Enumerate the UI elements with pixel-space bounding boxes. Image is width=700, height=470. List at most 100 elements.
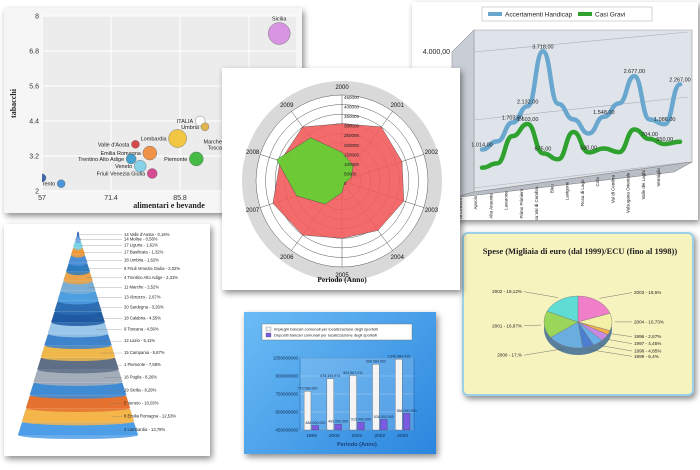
bars-bar xyxy=(380,419,388,431)
bars-legend-swatch xyxy=(265,326,272,332)
bubble-point-label: Emilia Romagna xyxy=(100,151,141,157)
pyramid-segment-base xyxy=(51,318,105,327)
bars-bar xyxy=(402,413,411,431)
pyramid-segment-base xyxy=(54,307,102,316)
pyramid-label: 14 Valle d'Aosta - 0,16% xyxy=(124,232,170,237)
bubble-point-label: Valle d'Aosta xyxy=(98,142,130,148)
radar-r-tick-label: 0 xyxy=(344,181,347,186)
bubble-point-label: Friuli Venezia Giulia xyxy=(97,172,147,178)
line-data-label: 2.267,00 xyxy=(669,77,690,83)
line-data-label: 1.703,00 xyxy=(502,115,523,121)
bubble-x-axis-title: alimentari e bevande xyxy=(133,201,205,210)
pyramid-label: 20 Sardegna - 3,26% xyxy=(124,305,164,310)
line-data-label: 530,00 xyxy=(580,145,597,151)
pie-leader-line xyxy=(599,292,633,299)
bubble-point xyxy=(131,140,140,149)
pie-label: 2001 - 16,87% xyxy=(492,323,522,328)
line-data-label: 550,00 xyxy=(656,137,673,143)
pie-label: 2000 - 17,% xyxy=(497,353,522,358)
radar-r-tick-label: 50000 xyxy=(344,171,357,176)
bars-y-tick-label: 600000000 xyxy=(275,410,298,415)
bubble-point-label: Lombardia xyxy=(141,137,168,143)
pie-slice xyxy=(577,295,611,323)
line-data-label: 1.548,00 xyxy=(593,110,614,116)
line-category-label: Lavarone xyxy=(504,191,509,210)
bubble-x-tick-label: 85.8 xyxy=(173,195,187,202)
pie-chart: Spese (Migliaia di euro (dal 1999)/ECU (… xyxy=(483,246,678,359)
pyramid-label: 8 Emilia Romagna - 12,53% xyxy=(124,414,176,419)
pie-label: 2004 - 10,73% xyxy=(634,319,664,324)
pyramid-segment-base xyxy=(76,231,80,238)
pyramid-segment-base xyxy=(73,243,83,251)
pie-leader-line xyxy=(589,349,633,357)
line-data-label: 704,00 xyxy=(641,132,658,138)
bars-data-label: 904.567.011 xyxy=(343,371,363,375)
line-data-label: 3.718,00 xyxy=(532,44,553,50)
pie-leader-line xyxy=(523,291,559,298)
pyramid-segment-base xyxy=(60,286,96,295)
radar-axis-label: 2008 xyxy=(246,150,260,156)
bubble-y-axis-title: tabacchi xyxy=(9,88,18,118)
line-data-label: 2.677,00 xyxy=(624,69,645,75)
bubble-x-tick-label: 57 xyxy=(38,195,46,202)
bars-bar xyxy=(334,423,342,431)
radar-r-tick-label: 450000 xyxy=(344,95,360,100)
line-category-label: Apsolo xyxy=(473,195,478,209)
pyramid-label: 18 Umbria - 1,62% xyxy=(124,257,159,262)
bubble-point-label: Marche xyxy=(204,139,222,145)
line-category-label: Lavigone xyxy=(565,181,570,200)
pyramid-label: 4 Trentino Alto Adige - 2,31% xyxy=(124,275,178,280)
bubble-point-label: Trentino Alto Adige xyxy=(78,157,124,163)
pyramid-label: 12 Lazio - 5,11% xyxy=(124,338,155,343)
bubble-point-label: Provincia Autonoma Bolzano/Bozen xyxy=(4,176,36,182)
radar-chart-panel: 450000 400000 350000 300000 250000 200000 1500… xyxy=(222,68,460,290)
radar-r-tick-label: 200000 xyxy=(344,143,360,148)
pyramid-segment-base xyxy=(44,341,112,350)
line-category-label: Cola xyxy=(595,177,600,187)
bubble-point xyxy=(125,153,137,165)
line-gridline xyxy=(473,96,689,121)
line-data-label: 675,00 xyxy=(535,146,552,152)
bars-data-label: 588.000.000 xyxy=(397,409,417,413)
pyramid-segment-base xyxy=(63,276,93,285)
pyramid-label: 13 Abruzzo - 2,67% xyxy=(124,294,161,299)
bubble-point-label: ITALIA xyxy=(177,119,194,125)
line-category-label: Valle dei Laghi xyxy=(641,170,646,199)
pyramid-segment-base xyxy=(75,236,81,244)
line-series-gravi xyxy=(479,121,683,170)
pie-chart-panel: Spese (Migliaia di euro (dal 1999)/ECU (… xyxy=(462,232,694,396)
bubble-y-tick-label: 2 xyxy=(35,189,39,196)
line-data-label: 2.132,00 xyxy=(517,99,538,105)
bars-data-label: 998.584.053 xyxy=(366,360,386,364)
bars-y-tick-label: 1050000000 xyxy=(273,356,299,361)
line-category-label: Bleu xyxy=(549,184,554,194)
pyramid-segment-base xyxy=(68,258,88,267)
bubble-point xyxy=(42,173,47,183)
bars-x-tick-label: 2000 xyxy=(329,433,340,439)
line-category-label: Bassa Val di Cembra xyxy=(534,186,539,220)
pyramid-label: 14 Molise - 0,56% xyxy=(124,236,158,241)
bars-data-label: 499.000.000 xyxy=(328,420,348,424)
bubble-y-tick-label: 4.4 xyxy=(29,119,39,126)
bubble-point-label: Toscana xyxy=(208,145,229,151)
pyramid-label: 17 Liguria - 1,61% xyxy=(124,242,158,247)
pyramid-label: 15 Campania - 5,87% xyxy=(124,350,165,355)
pie-slice xyxy=(546,295,579,323)
radar-series-green xyxy=(276,137,354,205)
pyramid-segment-base xyxy=(25,403,131,412)
pyramid-label: 6 Friuli Venezia Giulia - 2,02% xyxy=(124,266,180,271)
radar-axis-label: 2002 xyxy=(425,150,439,156)
pie-label: 1998 - 4,85% xyxy=(634,349,661,354)
bubble-y-tick-label: 3.2 xyxy=(29,154,39,161)
radar-axis-label: 2006 xyxy=(280,255,294,261)
pyramid-label: 19 Sicilia - 8,29% xyxy=(124,387,157,392)
pyramid-label: 9 Toscana - 4,56% xyxy=(124,327,159,332)
pyramid-label: 17 Basilicata - 1,32% xyxy=(124,249,164,254)
radar-x-axis-title: Periodo (Anno) xyxy=(317,275,367,284)
pie-leader-line xyxy=(523,348,564,356)
bars-x-tick-label: 2001 xyxy=(352,433,363,439)
pyramid-chart: 3 Lombardia - 13,78% 8 Emilia Romagna - 1… xyxy=(17,231,180,439)
pyramid-segment-base xyxy=(22,417,134,426)
pie-label: 2003 - 19,5% xyxy=(634,290,661,295)
pyramid-segment-base xyxy=(37,365,119,374)
